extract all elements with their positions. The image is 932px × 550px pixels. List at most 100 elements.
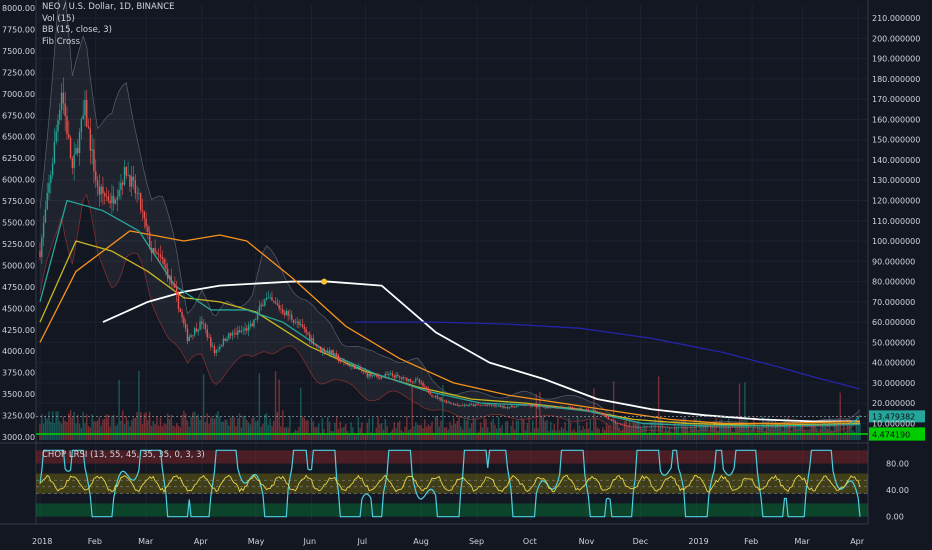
candle-body: [298, 321, 300, 325]
candle-body: [458, 405, 460, 407]
candle-body: [499, 405, 502, 408]
candle-body: [122, 182, 124, 185]
volume-bar: [589, 419, 591, 440]
time-axis-tick: Feb: [744, 537, 758, 546]
candle-body: [357, 366, 359, 368]
volume-bar: [371, 417, 374, 440]
candle-body: [116, 196, 119, 200]
candle-body: [431, 394, 433, 397]
volume-bar: [141, 424, 144, 440]
candle-body: [260, 304, 262, 307]
volume-bar: [39, 424, 41, 440]
volume-bar: [422, 428, 424, 440]
candle-body: [217, 349, 219, 351]
candle-body: [82, 115, 84, 120]
time-axis-tick: Jun: [303, 537, 317, 546]
volume-bar: [841, 433, 843, 440]
candle-body: [420, 382, 422, 384]
legend-fib-cross[interactable]: Fib Cross: [42, 36, 81, 47]
volume-bar: [353, 433, 356, 440]
volume-bar: [774, 418, 777, 440]
volume-bar: [798, 427, 800, 440]
legend-volume[interactable]: Vol (15): [42, 13, 75, 24]
volume-bar: [102, 419, 104, 440]
candle-body: [375, 374, 377, 376]
volume-bar: [472, 417, 475, 440]
left-axis-tick: 4000.00: [2, 347, 35, 356]
volume-bar: [618, 427, 620, 440]
volume-bar: [776, 422, 778, 440]
volume-bar: [355, 433, 358, 440]
candle-body: [461, 405, 464, 407]
candle-body: [805, 425, 807, 427]
candle-body: [409, 379, 412, 382]
volume-bar: [350, 421, 352, 440]
candle-body: [469, 404, 471, 406]
volume-bar: [557, 417, 559, 440]
volume-bar: [699, 419, 701, 440]
volume-bar: [73, 412, 75, 440]
volume-bar: [805, 430, 807, 440]
candle-body: [758, 427, 760, 429]
candle-body: [654, 426, 656, 428]
candle-body: [652, 426, 654, 428]
volume-bar: [749, 431, 752, 440]
candle-body: [433, 396, 435, 397]
candle-body: [760, 427, 762, 429]
volume-bar: [111, 415, 113, 440]
candle-body: [855, 419, 858, 420]
volume-bar: [852, 430, 854, 440]
volume-bar: [44, 415, 47, 440]
candle-body: [379, 377, 381, 379]
volume-bar: [672, 432, 674, 440]
candle-body: [443, 400, 446, 402]
volume-bar: [118, 379, 120, 440]
volume-bar: [219, 416, 221, 440]
candle-body: [334, 353, 336, 356]
volume-bar: [244, 415, 246, 440]
volume-bar: [140, 412, 142, 440]
volume-bar: [296, 430, 298, 440]
candle-body: [267, 297, 270, 299]
legend-bollinger[interactable]: BB (15, close, 3): [42, 25, 112, 35]
oscillator-legend[interactable]: CHOP LRSI (13, 55, 45, 35, 35, 0, 3, 3): [42, 450, 205, 460]
volume-bar: [785, 419, 787, 440]
volume-bar: [237, 418, 239, 440]
volume-bar: [488, 432, 491, 440]
volume-bar: [190, 416, 192, 440]
candle-body: [656, 426, 658, 428]
candle-body: [841, 424, 843, 425]
volume-bar: [201, 415, 203, 440]
candle-body: [823, 425, 825, 427]
volume-bar: [50, 422, 52, 440]
candle-body: [470, 404, 473, 405]
candle-body: [566, 407, 568, 408]
volume-bar: [605, 423, 608, 440]
volume-bar: [483, 417, 485, 440]
volume-bar: [166, 413, 169, 440]
volume-bar: [177, 425, 180, 440]
volume-bar: [634, 423, 636, 440]
candle-body: [154, 248, 156, 253]
volume-bar: [823, 418, 825, 440]
candle-body: [853, 419, 856, 422]
candle-body: [508, 407, 511, 409]
candle-body: [312, 338, 315, 345]
volume-bar: [327, 417, 329, 440]
candle-body: [575, 409, 577, 410]
volume-bar: [523, 419, 525, 440]
volume-bar: [271, 425, 273, 440]
volume-bar: [808, 430, 811, 440]
volume-bar: [82, 411, 84, 440]
moving-average-line: [102, 280, 860, 423]
candle-body: [98, 186, 101, 195]
bollinger-fill: [40, 0, 860, 434]
volume-bar: [744, 382, 746, 440]
candle-body: [201, 321, 203, 324]
volume-bar: [729, 427, 732, 440]
chart-title[interactable]: NEO / U.S. Dollar, 1D, BINANCE: [42, 2, 175, 12]
candle-body: [846, 423, 849, 425]
right-axis-tick: 170.000000: [872, 95, 920, 104]
volume-bar: [726, 424, 728, 440]
